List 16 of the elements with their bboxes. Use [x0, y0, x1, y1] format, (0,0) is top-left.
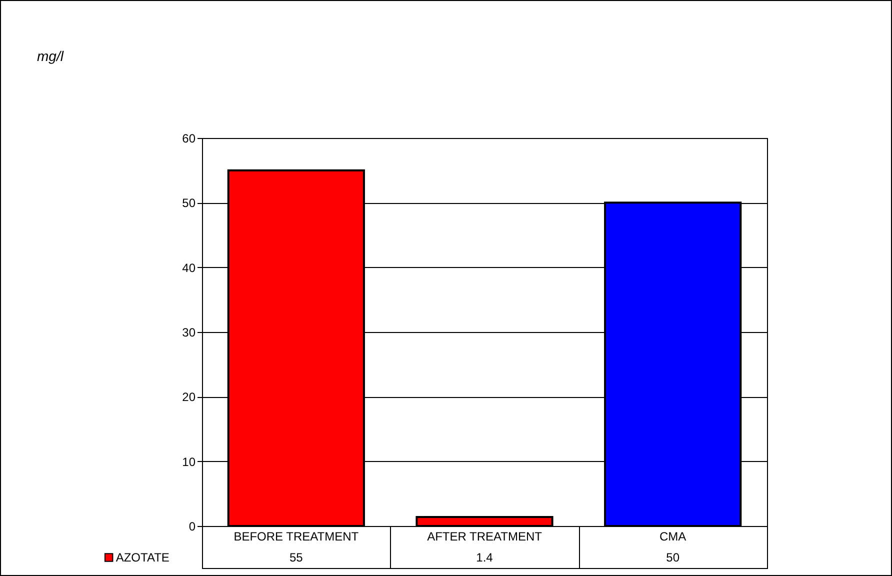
bar [416, 516, 554, 527]
x-tick-label: BEFORE TREATMENT [234, 530, 360, 544]
text: mg/l [37, 48, 64, 64]
data-label: 1.4 [476, 550, 494, 564]
data-label: 55 [289, 550, 304, 564]
y-tick-label: 60 [182, 132, 196, 146]
y-tick-label: 0 [188, 520, 196, 534]
x-tick-label: CMA [659, 530, 686, 544]
x-tick-label: AFTER TREATMENT [427, 530, 543, 544]
y-tick-label: 10 [182, 454, 196, 469]
y-tick-label: 20 [182, 390, 196, 404]
data-label: 50 [666, 550, 680, 564]
y-tick-label: 50 [182, 196, 196, 210]
y-tick-label: 40 [182, 260, 196, 275]
y-tick-label: 30 [182, 326, 196, 340]
legend-label: AZOTATE [116, 550, 170, 564]
